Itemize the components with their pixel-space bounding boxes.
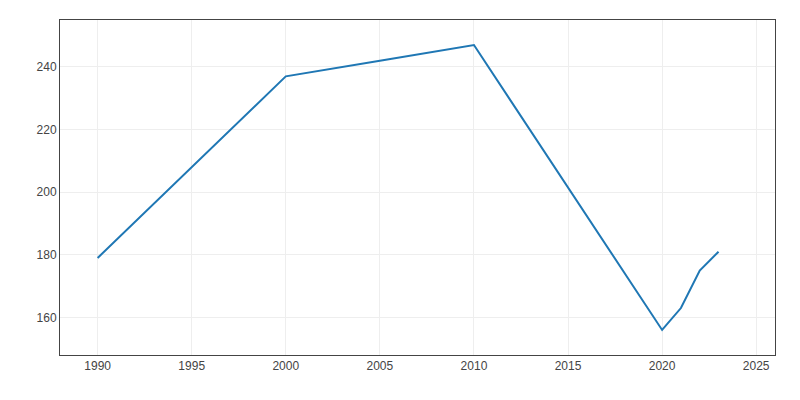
svg-text:1990: 1990 [84,359,111,373]
svg-text:160: 160 [37,311,57,325]
svg-text:180: 180 [37,248,57,262]
svg-text:200: 200 [37,185,57,199]
svg-text:2015: 2015 [555,359,582,373]
svg-text:2020: 2020 [649,359,676,373]
svg-text:220: 220 [37,123,57,137]
svg-text:240: 240 [37,60,57,74]
svg-text:2000: 2000 [272,359,299,373]
svg-text:1995: 1995 [178,359,205,373]
svg-text:2025: 2025 [743,359,770,373]
svg-text:2010: 2010 [461,359,488,373]
svg-text:2005: 2005 [367,359,394,373]
